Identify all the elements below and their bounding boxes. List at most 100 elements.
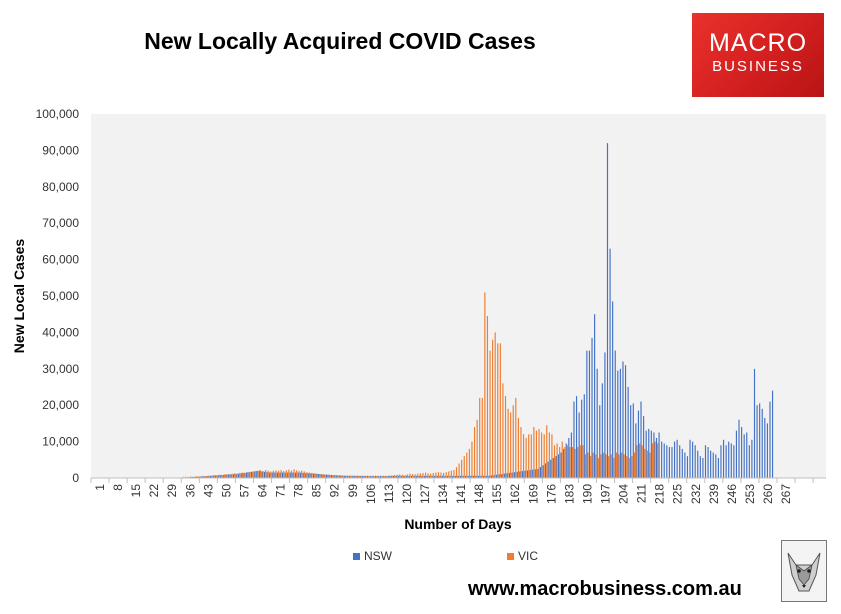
bar-vic xyxy=(324,474,326,478)
bar-nsw xyxy=(573,401,575,478)
bar-nsw xyxy=(256,471,258,478)
bar-vic xyxy=(236,473,238,478)
bar-vic xyxy=(350,475,352,478)
bar-nsw xyxy=(710,450,712,478)
x-tick-label: 218 xyxy=(653,484,667,504)
bar-nsw xyxy=(379,475,382,478)
bar-nsw xyxy=(276,472,278,478)
bar-nsw xyxy=(269,472,271,478)
bar-nsw xyxy=(619,368,621,478)
bar-vic xyxy=(517,417,519,478)
bar-vic xyxy=(504,396,507,478)
bar-nsw xyxy=(594,314,596,478)
x-tick-label: 141 xyxy=(454,484,468,504)
bar-nsw xyxy=(630,405,632,478)
bar-nsw xyxy=(681,448,683,478)
bar-nsw xyxy=(436,475,438,478)
bar-nsw xyxy=(537,468,539,478)
bar-vic xyxy=(216,475,218,478)
x-tick-label: 106 xyxy=(364,484,378,504)
y-tick-label: 30,000 xyxy=(42,362,79,376)
bar-nsw xyxy=(248,472,250,478)
bar-vic xyxy=(597,457,599,478)
bar-nsw xyxy=(279,472,281,478)
wolf-logo xyxy=(781,540,827,602)
bar-vic xyxy=(644,448,646,478)
bar-vic xyxy=(651,443,654,478)
x-tick-label: 64 xyxy=(256,484,270,498)
bar-nsw xyxy=(238,473,240,478)
bar-vic xyxy=(466,452,468,478)
bar-vic xyxy=(631,456,633,478)
bar-nsw xyxy=(722,439,725,478)
bar-nsw xyxy=(390,475,392,478)
bar-vic xyxy=(561,441,563,478)
bar-vic xyxy=(321,474,323,478)
bar-vic xyxy=(239,472,241,478)
bar-vic xyxy=(530,434,532,478)
bar-vic xyxy=(182,476,184,478)
bar-nsw xyxy=(568,437,570,478)
bar-nsw xyxy=(274,472,276,478)
bar-nsw xyxy=(759,403,761,478)
x-tick-label: 176 xyxy=(544,484,558,504)
bar-nsw xyxy=(632,403,634,478)
x-tick-label: 99 xyxy=(346,484,360,498)
bar-nsw xyxy=(753,368,756,478)
bar-vic xyxy=(556,443,558,478)
legend-label-nsw: NSW xyxy=(364,549,392,563)
bar-nsw xyxy=(235,473,237,478)
bar-vic xyxy=(566,445,568,478)
bar-nsw xyxy=(343,475,346,478)
x-tick-label: 43 xyxy=(201,484,215,498)
bar-vic xyxy=(386,476,388,478)
bar-nsw xyxy=(606,143,609,478)
bar-vic xyxy=(285,470,287,478)
bar-vic xyxy=(288,469,290,478)
bar-vic xyxy=(626,456,628,478)
bar-nsw xyxy=(457,475,459,478)
bar-nsw xyxy=(284,472,286,478)
series-vic xyxy=(182,292,659,478)
bar-vic xyxy=(314,473,316,478)
bar-vic xyxy=(507,408,509,478)
bar-vic xyxy=(463,456,465,478)
x-axis-label: Number of Days xyxy=(404,516,512,532)
bar-nsw xyxy=(196,476,199,478)
bar-nsw xyxy=(715,454,717,478)
bar-nsw xyxy=(333,475,335,478)
bar-vic xyxy=(633,452,636,478)
bar-vic xyxy=(548,432,550,478)
bar-vic xyxy=(484,292,486,478)
bar-nsw xyxy=(287,472,289,478)
bar-vic xyxy=(455,467,458,478)
bar-vic xyxy=(210,475,213,478)
bar-nsw xyxy=(643,416,645,478)
bar-nsw xyxy=(336,475,338,478)
bar-nsw xyxy=(289,472,291,478)
bar-nsw xyxy=(354,475,356,478)
bar-nsw xyxy=(207,475,209,478)
bar-nsw xyxy=(658,432,660,478)
bar-nsw xyxy=(712,452,714,478)
bar-vic xyxy=(301,470,303,478)
legend-item-nsw: NSW xyxy=(353,549,392,563)
bar-nsw xyxy=(707,447,709,478)
bar-vic xyxy=(533,427,535,478)
bar-vic xyxy=(497,343,499,478)
bar-nsw xyxy=(542,465,544,478)
bar-nsw xyxy=(746,432,748,478)
x-tick-label: 78 xyxy=(292,484,306,498)
bar-vic xyxy=(636,445,638,478)
bar-nsw xyxy=(374,475,376,478)
bar-vic xyxy=(409,473,411,478)
bar-nsw xyxy=(493,475,495,478)
bar-vic xyxy=(298,471,300,478)
bar-nsw xyxy=(689,439,691,478)
bar-nsw xyxy=(253,471,255,478)
bar-vic xyxy=(198,476,200,478)
bar-vic xyxy=(254,471,256,478)
bar-nsw xyxy=(524,470,526,478)
bar-nsw xyxy=(377,475,379,478)
bar-vic xyxy=(489,350,491,478)
